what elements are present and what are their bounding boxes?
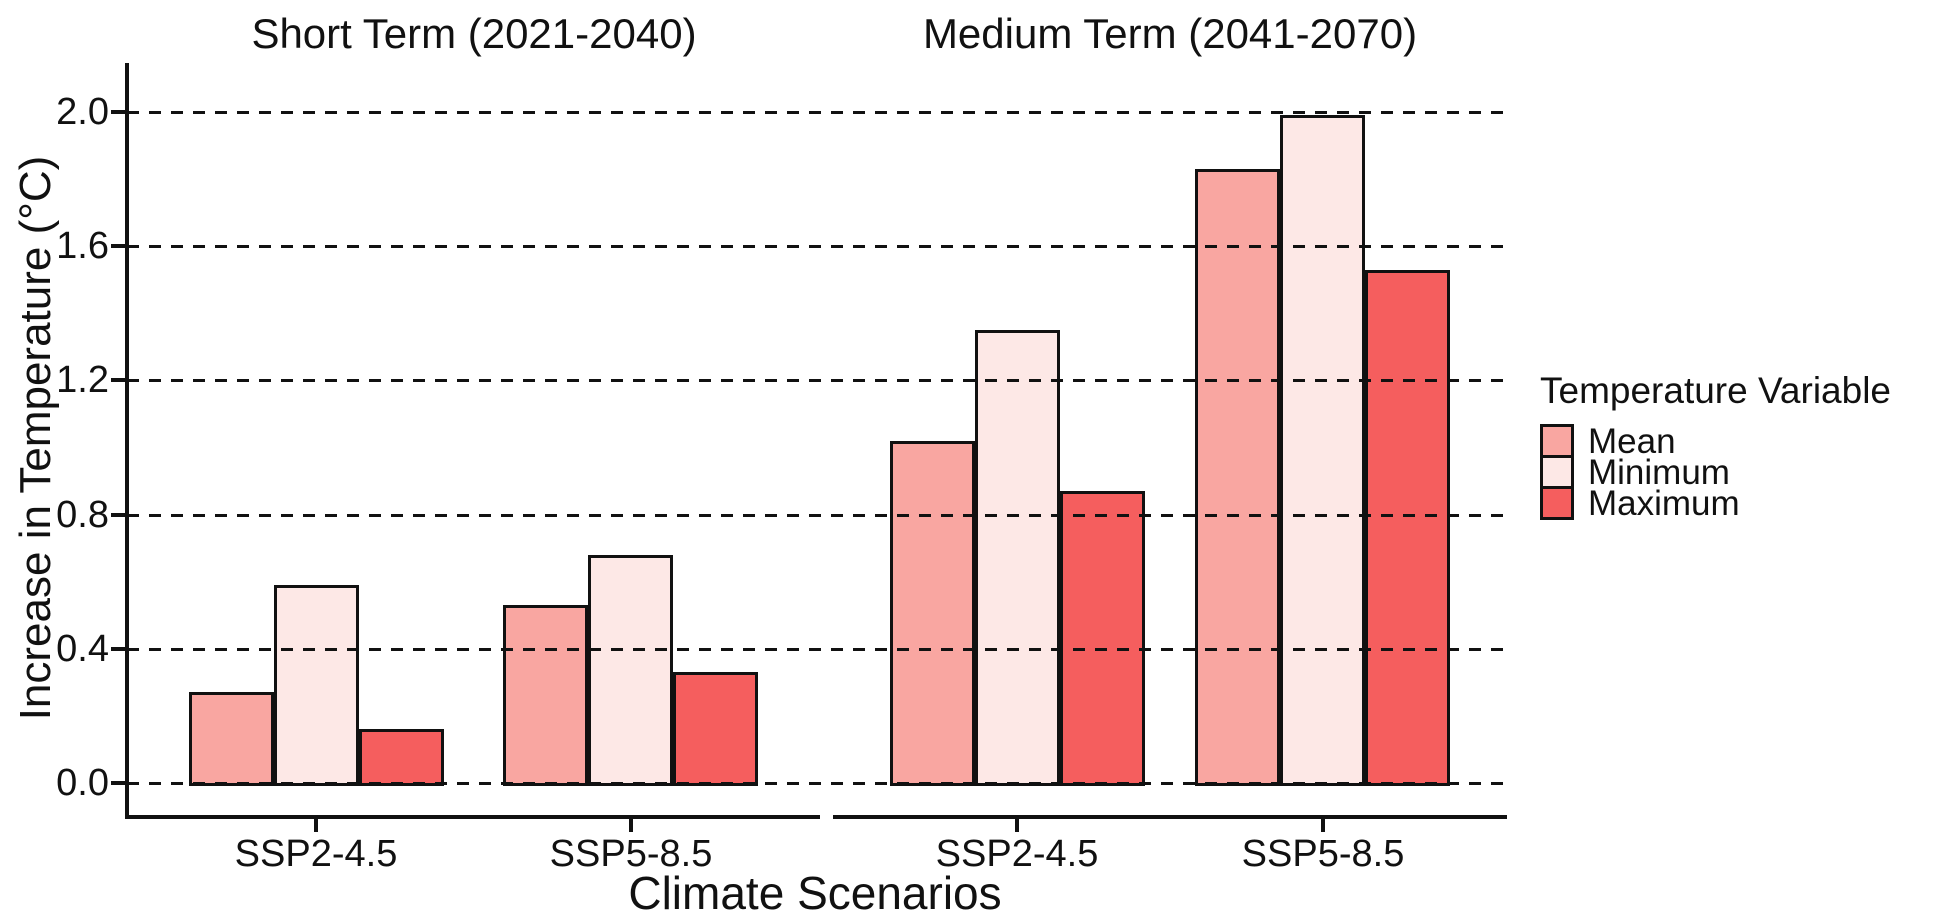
x-tick-label-SSP2-4.5: SSP2-4.5 <box>234 833 398 875</box>
bar-short-term-SSP5-8.5-mean <box>503 605 588 786</box>
legend-title: Temperature Variable <box>1540 370 1891 411</box>
bar-medium-term-SSP5-8.5-mean <box>1195 169 1280 786</box>
gridline-2.0 <box>127 111 1507 114</box>
facet-title-short-term: Short Term (2021-2040) <box>251 10 697 57</box>
legend-item-minimum: Minimum <box>1540 452 1891 492</box>
x-tick-label-SSP5-8.5: SSP5-8.5 <box>1241 833 1405 875</box>
legend-item-label: Mean <box>1588 421 1676 461</box>
x-tick-SSP2-4.5 <box>314 819 318 832</box>
y-tick-label-0.4: 0.4 <box>56 628 109 670</box>
bar-medium-term-SSP2-4.5-minimum <box>975 330 1060 786</box>
y-tick-label-2.0: 2.0 <box>56 91 109 133</box>
facet-title-medium-term: Medium Term (2041-2070) <box>922 10 1418 57</box>
x-tick-SSP5-8.5 <box>1321 819 1325 832</box>
x-tick-SSP5-8.5 <box>629 819 633 832</box>
bar-short-term-SSP5-8.5-maximum <box>673 672 758 786</box>
bar-medium-term-SSP5-8.5-maximum <box>1365 270 1450 786</box>
legend-items: Mean Minimum Maximum <box>1540 421 1891 523</box>
y-tick-label-1.2: 1.2 <box>56 359 109 401</box>
legend-item-label: Maximum <box>1588 483 1740 523</box>
bar-short-term-SSP5-8.5-minimum <box>588 555 673 786</box>
bar-short-term-SSP2-4.5-mean <box>189 692 274 786</box>
gridline-1.2 <box>127 379 1507 382</box>
bar-medium-term-SSP2-4.5-maximum <box>1060 491 1145 786</box>
legend-item-label: Minimum <box>1588 452 1730 492</box>
bar-short-term-SSP2-4.5-maximum <box>359 729 444 786</box>
x-axis-title: Climate Scenarios <box>628 867 1002 919</box>
gridline-0.4 <box>127 648 1507 651</box>
bar-medium-term-SSP5-8.5-minimum <box>1280 115 1365 786</box>
legend: Temperature Variable Mean Minimum Maximum <box>1540 370 1891 523</box>
y-axis-line <box>125 63 129 819</box>
bar-medium-term-SSP2-4.5-mean <box>890 441 975 786</box>
y-tick-label-1.6: 1.6 <box>56 225 109 267</box>
y-tick-1.2 <box>111 378 127 382</box>
legend-key-minimum-swatch <box>1540 455 1574 489</box>
y-tick-label-0.8: 0.8 <box>56 494 109 536</box>
gridline-1.6 <box>127 245 1507 248</box>
x-tick-label-SSP2-4.5: SSP2-4.5 <box>935 833 1099 875</box>
x-axis-line-facet-1 <box>125 815 820 819</box>
x-axis-line-facet-2 <box>833 815 1507 819</box>
y-tick-label-0.0: 0.0 <box>56 762 109 804</box>
gridline-0.8 <box>127 514 1507 517</box>
legend-key-mean-swatch <box>1540 424 1574 458</box>
gridline-0.0 <box>127 782 1507 785</box>
y-tick-0.4 <box>111 647 127 651</box>
y-tick-2.0 <box>111 110 127 114</box>
y-tick-1.6 <box>111 244 127 248</box>
legend-item-maximum: Maximum <box>1540 483 1891 523</box>
legend-key-maximum-swatch <box>1540 486 1574 520</box>
bar-short-term-SSP2-4.5-minimum <box>274 585 359 786</box>
x-tick-label-SSP5-8.5: SSP5-8.5 <box>549 833 713 875</box>
y-tick-0.8 <box>111 513 127 517</box>
x-tick-SSP2-4.5 <box>1015 819 1019 832</box>
y-tick-0.0 <box>111 781 127 785</box>
